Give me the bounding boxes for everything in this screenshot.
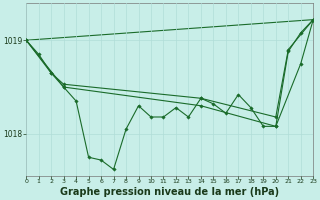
X-axis label: Graphe pression niveau de la mer (hPa): Graphe pression niveau de la mer (hPa) [60,187,279,197]
